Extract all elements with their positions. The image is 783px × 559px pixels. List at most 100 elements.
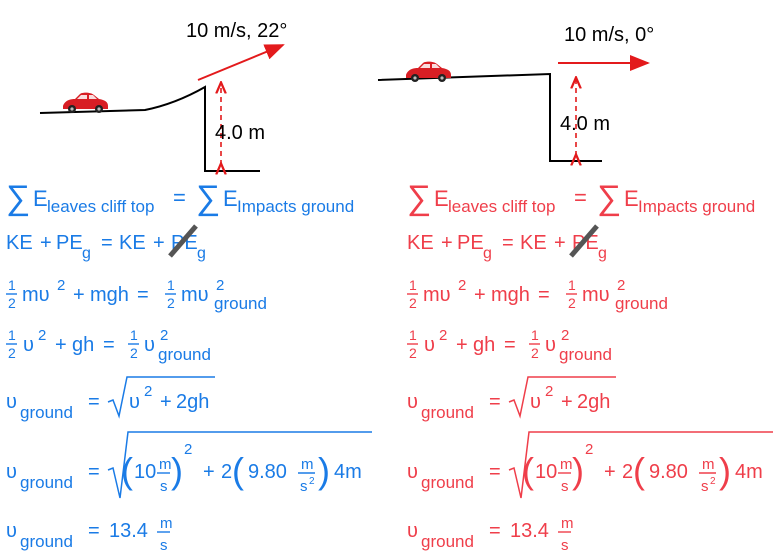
result-line: υ ground = 13.4 m s xyxy=(407,515,574,554)
plus-sign: + xyxy=(153,232,165,254)
plus-sign: + xyxy=(554,232,566,254)
exponent: 2 xyxy=(309,476,315,487)
m-unit: m xyxy=(159,456,172,473)
g-subscript: g xyxy=(82,245,91,262)
ground-subscript: ground xyxy=(20,473,73,492)
sigma-symbol: ∑ xyxy=(6,179,30,217)
right-equation-block: ∑ E leaves cliff top = ∑ E Impacts groun… xyxy=(407,179,773,554)
ten-value: 10 xyxy=(535,461,557,483)
cancel-strike xyxy=(168,224,198,258)
half-numerator: 1 xyxy=(8,327,16,343)
ke-term: KE xyxy=(407,232,434,254)
open-paren: ( xyxy=(121,450,133,491)
s-unit: s xyxy=(160,478,168,495)
sqrt-sign xyxy=(107,376,215,419)
half-numerator: 1 xyxy=(130,327,138,343)
ground-subscript: ground xyxy=(615,294,668,313)
half-denominator: 2 xyxy=(409,345,417,361)
g-subscript: g xyxy=(197,245,206,262)
mv-term: mυ xyxy=(22,284,50,306)
twogh-term: 2gh xyxy=(577,391,610,413)
gravity-value: 9.80 xyxy=(649,461,688,483)
impacts-subscript: Impacts ground xyxy=(237,197,354,216)
ground-subscript: ground xyxy=(20,403,73,422)
right-height-label: 4.0 m xyxy=(560,113,610,135)
s-unit: s xyxy=(561,478,569,495)
half-denominator: 2 xyxy=(167,295,175,311)
exponent: 2 xyxy=(585,441,593,458)
energy-conservation-line: ∑ E leaves cliff top = ∑ E Impacts groun… xyxy=(6,179,354,217)
ke-pe-line: KE + PE g = KE + PE g xyxy=(6,224,206,262)
ten-value: 10 xyxy=(134,461,156,483)
energy-symbol: E xyxy=(33,186,48,211)
ground-subscript: ground xyxy=(421,532,474,551)
result-value: 13.4 xyxy=(109,520,148,542)
equals-sign: = xyxy=(88,520,100,542)
cancel-strike xyxy=(569,224,599,258)
open-paren: ( xyxy=(232,450,244,491)
ke-term: KE xyxy=(119,232,146,254)
height-value: 4m xyxy=(334,461,362,483)
pe-term: PE xyxy=(56,232,83,254)
two-coefficient: 2 xyxy=(221,461,232,483)
red-car-icon xyxy=(63,92,108,113)
v-term: υ xyxy=(530,391,541,413)
plus-sign: + xyxy=(474,284,486,306)
mass-energy-line: 1 2 mυ 2 + mgh = 1 2 mυ 2 ground xyxy=(6,277,267,313)
plus-sign: + xyxy=(561,391,573,413)
equals-sign: = xyxy=(502,232,514,254)
equals-sign: = xyxy=(137,284,149,306)
pe-term: PE xyxy=(457,232,484,254)
close-paren: ) xyxy=(171,450,183,491)
exponent: 2 xyxy=(216,277,224,294)
left-equation-block: ∑ E leaves cliff top = ∑ E Impacts groun… xyxy=(6,179,372,554)
right-cliff-diagram: 10 m/s, 0° 4.0 m xyxy=(377,24,654,161)
v-term: υ xyxy=(6,461,17,483)
mgh-term: mgh xyxy=(90,284,129,306)
substitution-line: υ ground = ( 10 m s ) 2 + 2 ( 9.80 m s 2… xyxy=(407,431,773,499)
left-velocity-arrow xyxy=(197,44,285,81)
ke-pe-line: KE + PE g = KE + PE g xyxy=(407,224,607,262)
s-unit: s xyxy=(300,478,308,495)
ground-subscript: ground xyxy=(214,294,267,313)
ground-subscript: ground xyxy=(20,532,73,551)
exponent: 2 xyxy=(160,327,168,344)
equals-sign: = xyxy=(538,284,550,306)
sigma-symbol: ∑ xyxy=(597,179,621,217)
v-term: υ xyxy=(407,520,418,542)
height-value: 4m xyxy=(735,461,763,483)
exponent: 2 xyxy=(458,277,466,294)
exponent: 2 xyxy=(710,476,716,487)
plus-sign: + xyxy=(40,232,52,254)
solve-line: υ ground = υ 2 + 2gh xyxy=(6,376,215,422)
sqrt-sign xyxy=(508,431,773,499)
ground-subscript: ground xyxy=(559,345,612,364)
v-term: υ xyxy=(424,334,435,356)
ke-term: KE xyxy=(6,232,33,254)
left-height-label: 4.0 m xyxy=(215,122,265,144)
energy-conservation-line: ∑ E leaves cliff top = ∑ E Impacts groun… xyxy=(407,179,755,217)
plus-sign: + xyxy=(160,391,172,413)
open-paren: ( xyxy=(633,450,645,491)
equals-sign: = xyxy=(101,232,113,254)
s-unit: s xyxy=(160,537,168,554)
half-numerator: 1 xyxy=(531,327,539,343)
m-unit: m xyxy=(160,515,173,532)
plus-sign: + xyxy=(604,461,616,483)
equals-sign: = xyxy=(489,461,501,483)
half-numerator: 1 xyxy=(409,277,417,293)
sigma-symbol: ∑ xyxy=(196,179,220,217)
mv-term: mυ xyxy=(423,284,451,306)
sigma-symbol: ∑ xyxy=(407,179,431,217)
substitution-line: υ ground = ( 10 m s ) 2 + 2 ( 9.80 m s 2… xyxy=(6,431,372,499)
m-unit: m xyxy=(702,456,715,473)
right-velocity-label: 10 m/s, 0° xyxy=(564,24,654,46)
equals-sign: = xyxy=(489,391,501,413)
m-unit: m xyxy=(301,456,314,473)
mv-term: mυ xyxy=(181,284,209,306)
equals-sign: = xyxy=(103,334,115,356)
energy-symbol: E xyxy=(624,186,639,211)
leaves-subscript: leaves cliff top xyxy=(47,197,154,216)
v-term: υ xyxy=(545,334,556,356)
